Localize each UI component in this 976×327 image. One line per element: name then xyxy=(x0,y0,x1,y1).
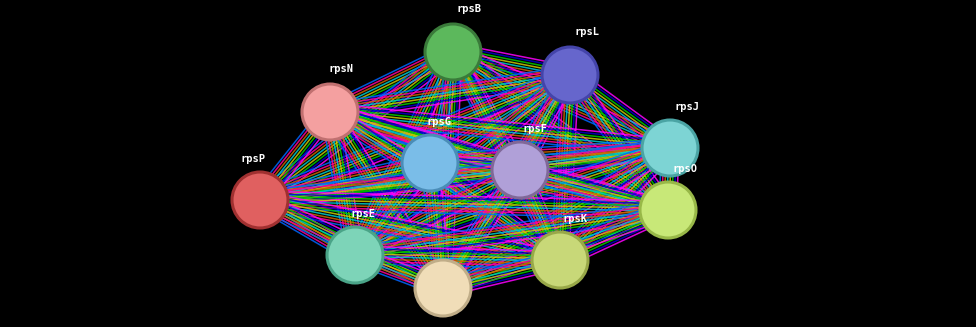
Text: rpsG: rpsG xyxy=(426,117,451,127)
Circle shape xyxy=(542,47,598,103)
Circle shape xyxy=(302,84,358,140)
Text: rpsL: rpsL xyxy=(574,27,599,37)
Circle shape xyxy=(232,172,288,228)
Text: rpsN: rpsN xyxy=(328,64,353,74)
Text: rpsJ: rpsJ xyxy=(674,102,699,112)
Circle shape xyxy=(415,260,471,316)
Text: rpsF: rpsF xyxy=(522,124,547,134)
Circle shape xyxy=(402,135,458,191)
Circle shape xyxy=(642,120,698,176)
Text: rpsK: rpsK xyxy=(562,214,587,224)
Circle shape xyxy=(532,232,588,288)
Text: rpsO: rpsO xyxy=(672,164,697,174)
Circle shape xyxy=(327,227,383,283)
Circle shape xyxy=(425,24,481,80)
Text: rpsE: rpsE xyxy=(351,209,376,219)
Text: rpsP: rpsP xyxy=(240,154,265,164)
Circle shape xyxy=(640,182,696,238)
Text: rpsB: rpsB xyxy=(457,4,482,14)
Circle shape xyxy=(492,142,548,198)
